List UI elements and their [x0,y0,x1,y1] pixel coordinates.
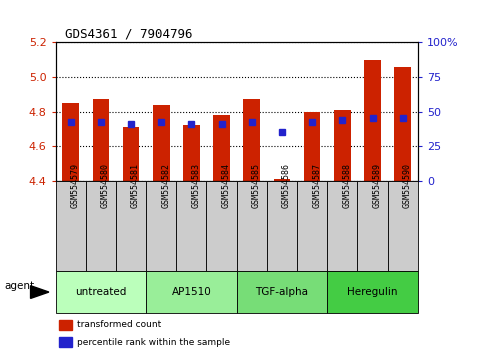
Bar [183,125,199,181]
Text: GSM554579: GSM554579 [71,162,80,207]
Bar [357,181,388,271]
Text: GSM554588: GSM554588 [342,162,351,207]
Bar [395,67,411,181]
Text: untreated: untreated [75,287,127,297]
Text: GSM554585: GSM554585 [252,162,261,207]
Text: Heregulin: Heregulin [347,287,398,297]
Bar [59,337,72,348]
Bar [237,271,327,313]
Bar [56,271,146,313]
Bar [146,181,176,271]
Bar [207,181,237,271]
Polygon shape [30,286,49,298]
Bar [364,60,381,181]
Text: GSM554583: GSM554583 [191,162,200,207]
Bar [86,181,116,271]
Bar [274,179,290,181]
Bar [237,181,267,271]
Text: GSM554584: GSM554584 [222,162,230,207]
Bar [334,110,351,181]
Bar [213,115,230,181]
Bar [327,271,418,313]
Text: GSM554590: GSM554590 [403,162,412,207]
Bar [93,99,109,181]
Bar [388,181,418,271]
Text: GSM554586: GSM554586 [282,162,291,207]
Text: GSM554581: GSM554581 [131,162,140,207]
Text: GSM554587: GSM554587 [312,162,321,207]
Text: GSM554589: GSM554589 [372,162,382,207]
Bar [59,320,72,330]
Bar [243,99,260,181]
Bar [56,181,86,271]
Bar [62,103,79,181]
Text: transformed count: transformed count [77,320,161,329]
Text: AP1510: AP1510 [171,287,211,297]
Text: percentile rank within the sample: percentile rank within the sample [77,338,230,347]
Text: GDS4361 / 7904796: GDS4361 / 7904796 [65,28,193,41]
Bar [304,112,320,181]
Text: GSM554580: GSM554580 [101,162,110,207]
Bar [123,127,139,181]
Bar [116,181,146,271]
Text: TGF-alpha: TGF-alpha [256,287,309,297]
Text: agent: agent [4,281,35,291]
Text: GSM554582: GSM554582 [161,162,170,207]
Bar [153,105,170,181]
Bar [176,181,207,271]
Bar [327,181,357,271]
Bar [297,181,327,271]
Bar [267,181,297,271]
Bar [146,271,237,313]
